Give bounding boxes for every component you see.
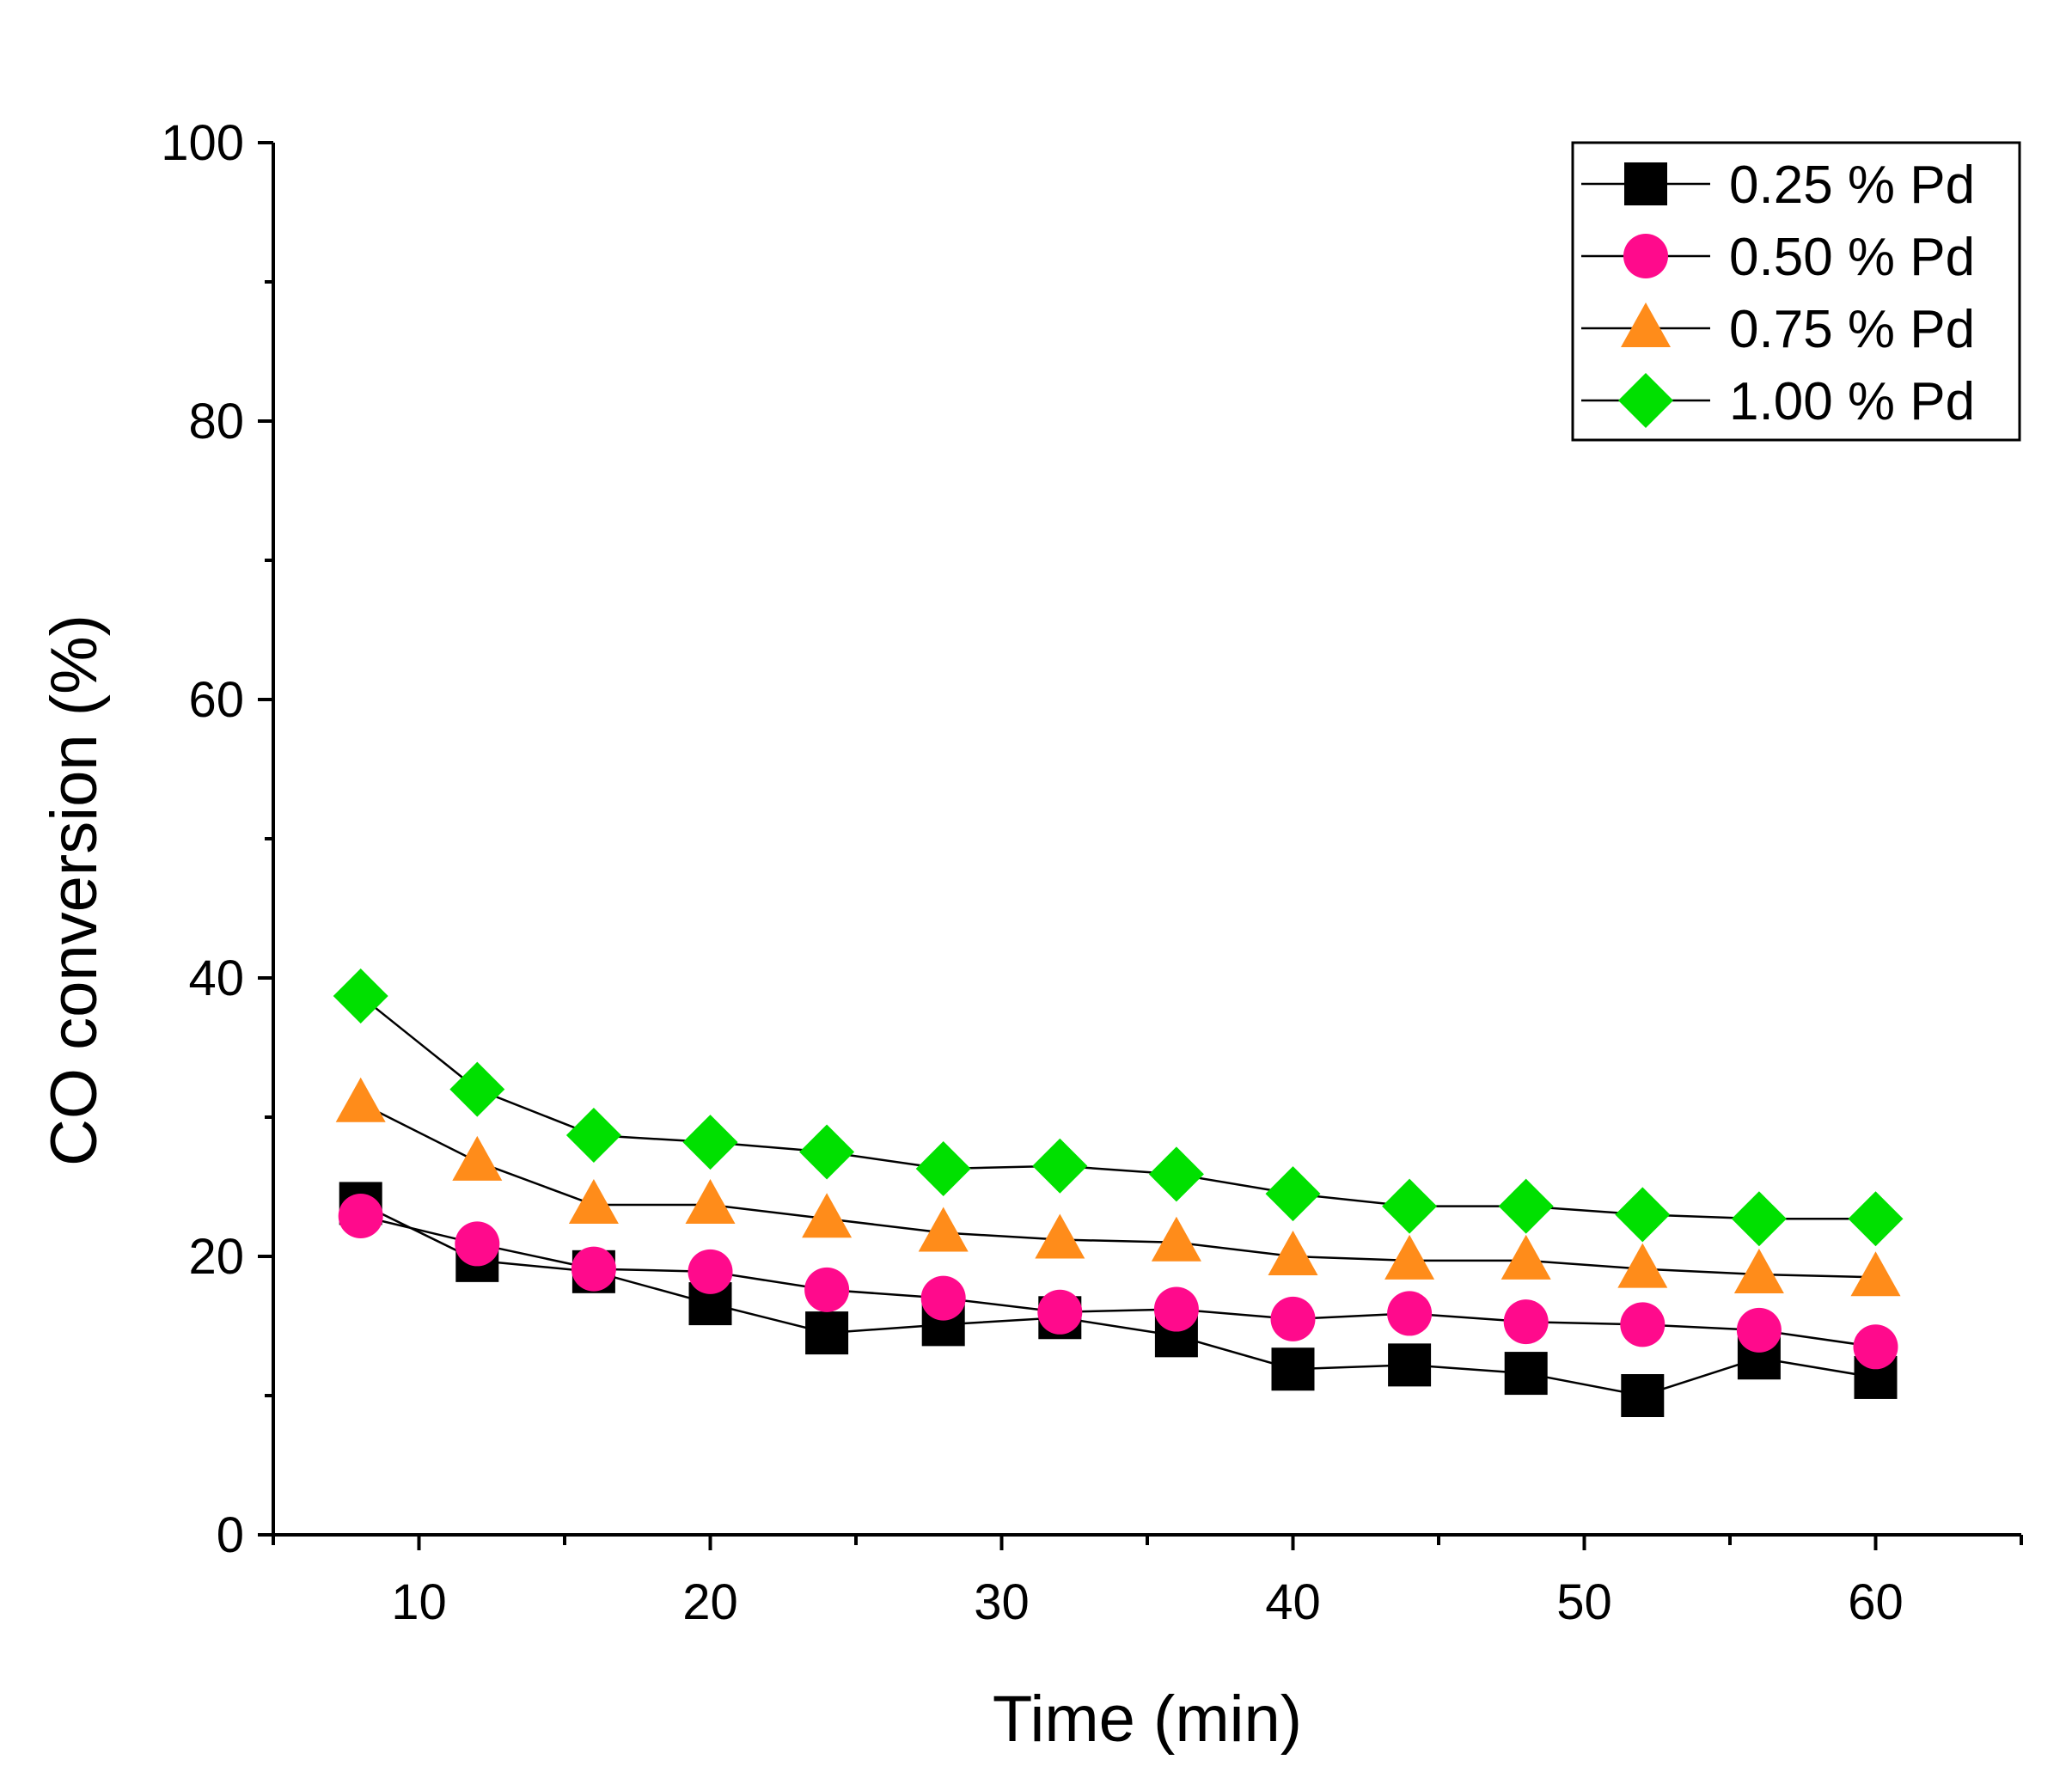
data-point-0-75-pd: [1617, 1243, 1668, 1288]
data-point-0-25-pd: [1388, 1343, 1432, 1387]
x-tick-label: 10: [391, 1574, 447, 1630]
x-axis-title: Time (min): [993, 1683, 1302, 1756]
legend-item: 1.00 % Pd: [1581, 372, 1975, 431]
legend-item: 0.50 % Pd: [1581, 228, 1975, 287]
legend-label: 0.50 % Pd: [1729, 228, 1975, 287]
y-tick-label: 60: [188, 672, 244, 728]
x-tick-label: 60: [1848, 1574, 1904, 1630]
data-point-0-50-pd: [1037, 1289, 1083, 1335]
y-tick-label: 40: [188, 950, 244, 1006]
legend-item: 0.25 % Pd: [1581, 156, 1975, 215]
data-point-1-00-pd: [1615, 1187, 1671, 1243]
legend-label: 1.00 % Pd: [1729, 372, 1975, 431]
data-point-1-00-pd: [1731, 1191, 1787, 1247]
legend-marker: [1618, 373, 1673, 428]
legend-item: 0.75 % Pd: [1581, 300, 1975, 359]
legend-marker: [1621, 302, 1671, 347]
data-point-0-25-pd: [1271, 1347, 1315, 1391]
data-point-0-75-pd: [685, 1179, 736, 1225]
data-point-1-00-pd: [449, 1061, 505, 1117]
data-point-1-00-pd: [333, 968, 388, 1024]
legend-marker: [1624, 162, 1667, 205]
data-point-0-25-pd: [1504, 1352, 1548, 1396]
data-point-0-75-pd: [1384, 1234, 1435, 1280]
data-point-0-75-pd: [452, 1135, 503, 1181]
data-point-1-00-pd: [915, 1140, 971, 1196]
data-point-0-25-pd: [1621, 1374, 1665, 1417]
y-tick-label: 0: [217, 1507, 244, 1563]
data-point-0-50-pd: [1270, 1296, 1316, 1341]
x-tick-label: 50: [1556, 1574, 1612, 1630]
data-point-0-50-pd: [688, 1249, 733, 1294]
data-point-0-50-pd: [1620, 1302, 1666, 1347]
data-point-0-50-pd: [455, 1221, 500, 1267]
data-point-1-00-pd: [1382, 1178, 1438, 1234]
data-point-0-75-pd: [1733, 1249, 1784, 1294]
data-point-1-00-pd: [1848, 1191, 1904, 1247]
x-tick-label: 20: [682, 1574, 738, 1630]
data-point-1-00-pd: [1265, 1166, 1321, 1222]
data-point-0-75-pd: [568, 1179, 619, 1225]
y-tick-label: 100: [161, 115, 244, 171]
series-layer: [333, 968, 1904, 1417]
series-0-50-pd: [338, 1194, 1898, 1370]
series-line: [359, 995, 1876, 1220]
legend-label: 0.25 % Pd: [1729, 156, 1975, 215]
y-tick-label: 20: [188, 1229, 244, 1285]
data-point-0-50-pd: [571, 1246, 616, 1292]
legend-label: 0.75 % Pd: [1729, 300, 1975, 359]
data-point-0-50-pd: [804, 1267, 850, 1312]
x-tick-label: 40: [1265, 1574, 1321, 1630]
data-point-0-50-pd: [1736, 1307, 1782, 1353]
data-point-0-75-pd: [1501, 1234, 1551, 1280]
data-point-1-00-pd: [682, 1115, 738, 1170]
legend: 0.25 % Pd 0.50 % Pd 0.75 % Pd 1.00 % Pd: [1571, 141, 2021, 442]
data-point-0-50-pd: [338, 1194, 383, 1239]
series-1-00-pd: [333, 968, 1904, 1247]
data-point-1-00-pd: [799, 1124, 855, 1180]
data-point-1-00-pd: [1148, 1146, 1204, 1202]
data-point-0-75-pd: [802, 1193, 853, 1238]
data-point-0-75-pd: [335, 1077, 386, 1122]
data-point-0-75-pd: [1268, 1231, 1318, 1275]
axes-layer: 0 20 40 60 80 100 10 20 30 40 50 60 Time (min) CO con…: [38, 115, 2023, 1756]
series-line: [360, 1102, 1876, 1279]
data-point-0-25-pd: [805, 1311, 849, 1355]
legend-marker: [1623, 234, 1668, 278]
data-point-0-50-pd: [1387, 1291, 1433, 1336]
data-point-0-75-pd: [1850, 1251, 1901, 1297]
data-point-0-75-pd: [1035, 1213, 1085, 1259]
x-tick-label: 30: [974, 1574, 1030, 1630]
data-point-0-50-pd: [1503, 1299, 1549, 1345]
data-point-0-75-pd: [918, 1207, 969, 1252]
data-point-0-75-pd: [1151, 1216, 1201, 1262]
data-point-0-50-pd: [1153, 1286, 1199, 1332]
data-point-1-00-pd: [1498, 1178, 1554, 1234]
data-point-1-00-pd: [565, 1108, 621, 1164]
data-point-0-50-pd: [920, 1275, 966, 1321]
y-tick-label: 80: [188, 394, 244, 449]
data-point-1-00-pd: [1032, 1138, 1088, 1194]
data-point-0-50-pd: [1853, 1324, 1898, 1370]
y-axis-title: CO conversion (%): [38, 614, 111, 1166]
series-0-75-pd: [335, 1077, 1901, 1297]
